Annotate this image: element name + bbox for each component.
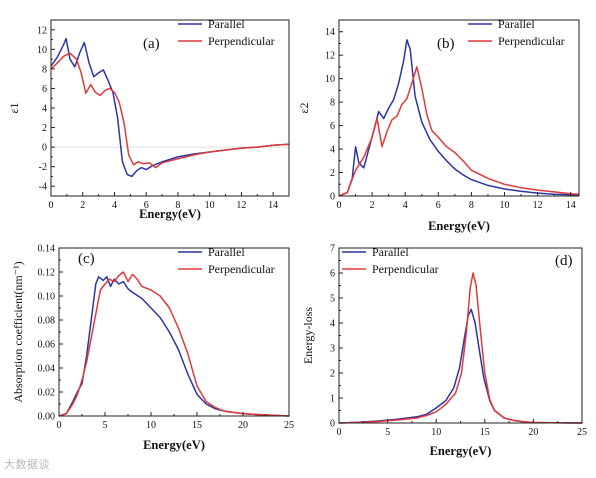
y-tick-label: 4 bbox=[330, 319, 335, 330]
y-tick-label: 2 bbox=[330, 369, 335, 380]
y-tick-label: 14 bbox=[325, 27, 335, 38]
y-tick-label: -4 bbox=[39, 182, 47, 193]
x-tick-label: 14 bbox=[566, 200, 576, 211]
x-tick-label: 5 bbox=[103, 420, 108, 431]
y-tick-label: 5 bbox=[330, 294, 335, 305]
y-tick-label: 2 bbox=[42, 123, 47, 134]
x-axis-label: Energy(eV) bbox=[139, 207, 201, 221]
y-tick-label: 12 bbox=[37, 25, 47, 36]
y-tick-label: 4 bbox=[330, 145, 335, 156]
legend-label-parallel: Parallel bbox=[498, 17, 535, 31]
series-line-parallel bbox=[58, 276, 290, 417]
y-tick-label: 12 bbox=[325, 51, 335, 62]
series-line-parallel bbox=[338, 308, 583, 424]
y-tick-label: 6 bbox=[330, 269, 335, 280]
y-tick-label: 0.08 bbox=[38, 316, 56, 327]
y-axis-label: Energy-loss bbox=[301, 307, 315, 364]
y-tick-label: 0 bbox=[42, 143, 47, 154]
plot-frame bbox=[338, 19, 580, 197]
x-tick-label: 12 bbox=[533, 200, 543, 211]
x-tick-label: 4 bbox=[403, 200, 408, 211]
y-axis-label: Absorption coefficient(nm⁻¹) bbox=[11, 261, 25, 402]
legend-label-parallel: Parallel bbox=[372, 245, 409, 259]
legend-label-perpendicular: Perpendicular bbox=[208, 262, 275, 276]
x-tick-label: 0 bbox=[49, 200, 54, 211]
legend-label-perpendicular: Perpendicular bbox=[498, 34, 565, 48]
y-tick-label: 0.06 bbox=[38, 340, 56, 351]
y-tick-label: 0.12 bbox=[38, 268, 56, 279]
y-tick-label: 3 bbox=[330, 344, 335, 355]
y-axis-label: ε1 bbox=[7, 102, 21, 113]
x-tick-label: 10 bbox=[431, 427, 441, 438]
x-tick-label: 8 bbox=[175, 200, 180, 211]
y-tick-label: 6 bbox=[330, 121, 335, 132]
legend-label-perpendicular: Perpendicular bbox=[208, 34, 275, 48]
legend-label-parallel: Parallel bbox=[208, 245, 245, 259]
x-tick-label: 8 bbox=[469, 200, 474, 211]
x-tick-label: 25 bbox=[284, 420, 294, 431]
y-tick-label: 10 bbox=[325, 74, 335, 85]
x-tick-label: 4 bbox=[112, 200, 117, 211]
x-tick-label: 10 bbox=[500, 200, 510, 211]
chart-panel-2: 0 2 4 6 8 10 12 14 0 2 4 6 8 10 12 14 Energy(eV) ε2 (b) Par… bbox=[297, 17, 580, 233]
x-tick-label: 0 bbox=[337, 427, 342, 438]
x-tick-label: 2 bbox=[80, 200, 85, 211]
y-tick-label: 0.02 bbox=[38, 388, 56, 399]
x-tick-label: 25 bbox=[577, 427, 587, 438]
y-tick-label: 0.10 bbox=[38, 292, 56, 303]
x-tick-label: 6 bbox=[144, 200, 149, 211]
y-tick-label: 0.14 bbox=[38, 244, 56, 255]
y-tick-label: 0.04 bbox=[38, 364, 56, 375]
series-line-perpendicular bbox=[58, 271, 290, 417]
series-line-perpendicular bbox=[338, 272, 583, 424]
y-tick-label: 10 bbox=[37, 45, 47, 56]
x-tick-label: 15 bbox=[480, 427, 490, 438]
series-line-perpendicular bbox=[50, 52, 290, 169]
y-tick-label: 8 bbox=[42, 64, 47, 75]
x-tick-label: 12 bbox=[236, 200, 246, 211]
y-tick-label: 8 bbox=[330, 98, 335, 109]
panel-label: (c) bbox=[78, 251, 95, 267]
y-tick-label: 0.00 bbox=[38, 412, 56, 423]
x-tick-label: 0 bbox=[337, 200, 342, 211]
watermark: 大数据谈 bbox=[4, 459, 50, 471]
x-axis-label: Energy(eV) bbox=[428, 219, 490, 233]
chart-panel-1: 0 2 4 6 8 10 12 14 -4 -2 0 2 4 6 8 10 12 Energy(eV) ε1 (a) P… bbox=[7, 17, 290, 221]
x-tick-label: 10 bbox=[146, 420, 156, 431]
series-line-parallel bbox=[338, 39, 580, 197]
series-line-parallel bbox=[50, 37, 290, 178]
x-tick-label: 2 bbox=[370, 200, 375, 211]
x-tick-label: 14 bbox=[268, 200, 278, 211]
x-tick-label: 10 bbox=[205, 200, 215, 211]
panel-label: (b) bbox=[437, 36, 455, 52]
panel-label: (a) bbox=[143, 36, 160, 52]
legend-label-perpendicular: Perpendicular bbox=[372, 262, 439, 276]
x-tick-label: 0 bbox=[57, 420, 62, 431]
y-tick-label: 7 bbox=[330, 244, 335, 255]
x-tick-label: 20 bbox=[528, 427, 538, 438]
x-axis-label: Energy(eV) bbox=[143, 438, 205, 452]
y-tick-label: 4 bbox=[42, 104, 47, 115]
x-tick-label: 5 bbox=[385, 427, 390, 438]
y-tick-label: 6 bbox=[42, 84, 47, 95]
x-axis-label: Energy(eV) bbox=[430, 444, 492, 458]
series-line-perpendicular bbox=[338, 66, 580, 197]
legend-label-parallel: Parallel bbox=[208, 17, 245, 31]
chart-panel-3: 0 5 10 15 20 25 0.00 0.02 0.04 0.06 0.08 0.10 0.12 0.… bbox=[11, 244, 294, 453]
panel-label: (d) bbox=[555, 253, 573, 269]
y-tick-label: -2 bbox=[39, 162, 47, 173]
x-tick-label: 15 bbox=[192, 420, 202, 431]
x-tick-label: 20 bbox=[238, 420, 248, 431]
y-tick-label: 0 bbox=[330, 192, 335, 203]
y-tick-label: 2 bbox=[330, 168, 335, 179]
y-tick-label: 1 bbox=[330, 394, 335, 405]
y-tick-label: 0 bbox=[330, 419, 335, 430]
chart-panel-4: 0 5 10 15 20 25 0 1 2 3 4 5 6 7 Energy(eV) Energy-loss (… bbox=[301, 244, 587, 459]
y-axis-label: ε2 bbox=[297, 102, 311, 113]
x-tick-label: 6 bbox=[436, 200, 441, 211]
